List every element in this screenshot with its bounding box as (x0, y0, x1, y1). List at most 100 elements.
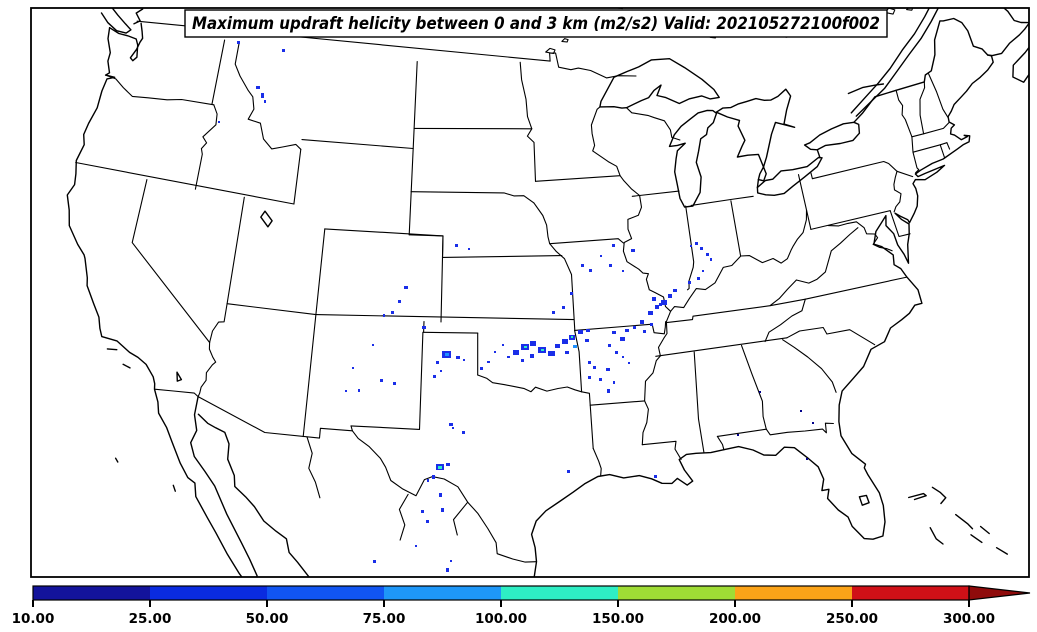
state-borders-path (786, 326, 876, 346)
colorbar-segment (501, 586, 618, 600)
state-borders-path (301, 139, 414, 150)
coastlines-path (106, 348, 118, 351)
helicity-speck (415, 545, 417, 547)
helicity-speck (513, 350, 519, 355)
helicity-speck (655, 305, 659, 309)
state-borders-path (440, 235, 444, 323)
state-borders-path (293, 148, 302, 205)
canada-lake-outline (561, 38, 569, 43)
helicity-speck (446, 568, 449, 572)
map-frame (30, 7, 1030, 578)
state-borders-path (928, 73, 949, 118)
helicity-speck (436, 361, 439, 364)
helicity-speck (599, 378, 602, 381)
state-borders-path (655, 337, 788, 357)
state-borders-path (622, 194, 672, 312)
coastlines-path (923, 17, 989, 83)
state-borders-path (889, 210, 911, 238)
state-borders-path (534, 175, 621, 182)
helicity-speck (450, 560, 452, 562)
helicity-speck (562, 339, 568, 344)
coastlines-path (970, 534, 983, 544)
helicity-speck (607, 389, 610, 393)
state-borders-path (764, 298, 806, 343)
helicity-speck (441, 508, 444, 512)
great-lakes-path (756, 156, 823, 196)
helicity-speck (452, 427, 454, 429)
helicity-speck (571, 336, 573, 338)
helicity-speck (581, 264, 584, 267)
state-borders-path (641, 310, 672, 446)
state-borders-path (919, 81, 926, 135)
helicity-speck (652, 297, 656, 301)
state-borders-path (827, 221, 893, 252)
helicity-speck (438, 466, 442, 469)
state-borders-path (408, 191, 412, 236)
helicity-data-specks (218, 41, 814, 572)
helicity-speck (628, 362, 630, 364)
state-borders-path (589, 400, 646, 406)
helicity-speck (608, 344, 611, 347)
state-borders-path (324, 228, 444, 237)
helicity-speck (622, 356, 624, 358)
state-borders-path (716, 435, 725, 451)
helicity-speck (650, 323, 653, 326)
state-borders-path (410, 191, 535, 204)
great-lakes-path (260, 210, 273, 228)
great-lakes-path (176, 371, 183, 382)
helicity-speck (261, 93, 264, 98)
state-borders-path (690, 195, 754, 206)
colorbar-segment (33, 586, 150, 600)
state-borders-path (795, 227, 859, 284)
state-borders-path (895, 89, 913, 138)
coastlines-path (987, 8, 1029, 57)
helicity-speck (673, 289, 677, 292)
helicity-speck (373, 560, 376, 563)
figure-title: Maximum updraft helicity between 0 and 3… (192, 14, 880, 33)
state-borders-path (939, 144, 946, 159)
helicity-speck (421, 510, 424, 513)
helicity-speck (218, 121, 220, 123)
helicity-speck (570, 292, 573, 295)
great-lakes-path (803, 121, 861, 151)
helicity-speck (372, 344, 374, 346)
state-borders-path (350, 425, 421, 430)
coastlines-path (530, 54, 994, 577)
canada-lake-outline (687, 3, 693, 6)
state-borders-path (105, 74, 215, 106)
state-borders-path (570, 273, 576, 331)
helicity-speck (358, 389, 360, 392)
state-borders-path (549, 52, 637, 79)
state-borders-path (641, 440, 682, 460)
state-borders-path (131, 179, 211, 344)
colorbar-segment (618, 586, 735, 600)
great-lakes-path (668, 109, 718, 208)
mexico-borders-path (398, 493, 409, 541)
helicity-speck (548, 351, 555, 356)
helicity-speck (462, 431, 465, 434)
state-borders-path (765, 422, 834, 436)
state-borders-path (234, 42, 302, 150)
helicity-speck (426, 520, 429, 523)
state-borders-path (533, 202, 573, 276)
helicity-speck (530, 354, 534, 358)
state-borders-path (211, 39, 226, 106)
state-borders-path (666, 298, 806, 324)
canada-lake-outline (511, 8, 515, 9)
helicity-speck (256, 86, 260, 89)
colorbar-tick-label: 300.00 (943, 611, 995, 627)
helicity-speck (393, 382, 396, 385)
state-borders-path (782, 339, 837, 393)
state-borders-path (693, 351, 705, 453)
state-borders-path (911, 121, 950, 138)
helicity-speck (578, 330, 583, 334)
helicity-speck (445, 353, 449, 356)
helicity-speck (690, 245, 692, 247)
coastlines-path (855, 8, 940, 117)
helicity-speck (480, 367, 483, 370)
colorbar-segment (267, 586, 384, 600)
helicity-speck (706, 253, 709, 256)
helicity-speck (521, 359, 524, 362)
coastlines-path (979, 525, 990, 535)
